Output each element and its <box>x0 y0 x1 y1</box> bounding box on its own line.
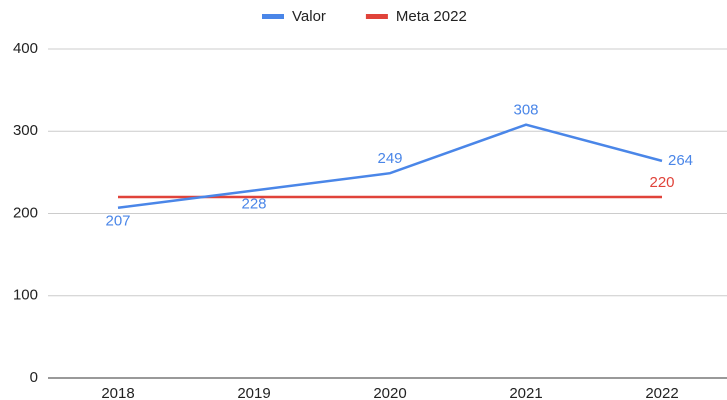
y-tick-label: 100 <box>13 287 38 304</box>
data-label: 207 <box>105 213 130 230</box>
data-label: 264 <box>668 152 693 169</box>
data-label: 220 <box>649 174 674 191</box>
series-line <box>117 123 663 209</box>
x-tick-label: 2020 <box>373 385 406 400</box>
x-tick-label: 2019 <box>237 385 270 400</box>
data-label: 308 <box>513 102 538 119</box>
legend-swatch <box>262 14 284 19</box>
y-tick-label: 200 <box>13 204 38 221</box>
data-label: 249 <box>377 150 402 167</box>
legend-label: Meta 2022 <box>396 8 467 25</box>
data-label: 228 <box>241 195 266 212</box>
y-tick-label: 0 <box>30 369 38 386</box>
x-tick-label: 2022 <box>645 385 678 400</box>
legend-label: Valor <box>292 8 326 25</box>
x-tick-label: 2018 <box>101 385 134 400</box>
y-tick-label: 400 <box>13 40 38 57</box>
y-tick-label: 300 <box>13 122 38 139</box>
legend-swatch <box>365 14 388 19</box>
x-tick-label: 2021 <box>509 385 542 400</box>
